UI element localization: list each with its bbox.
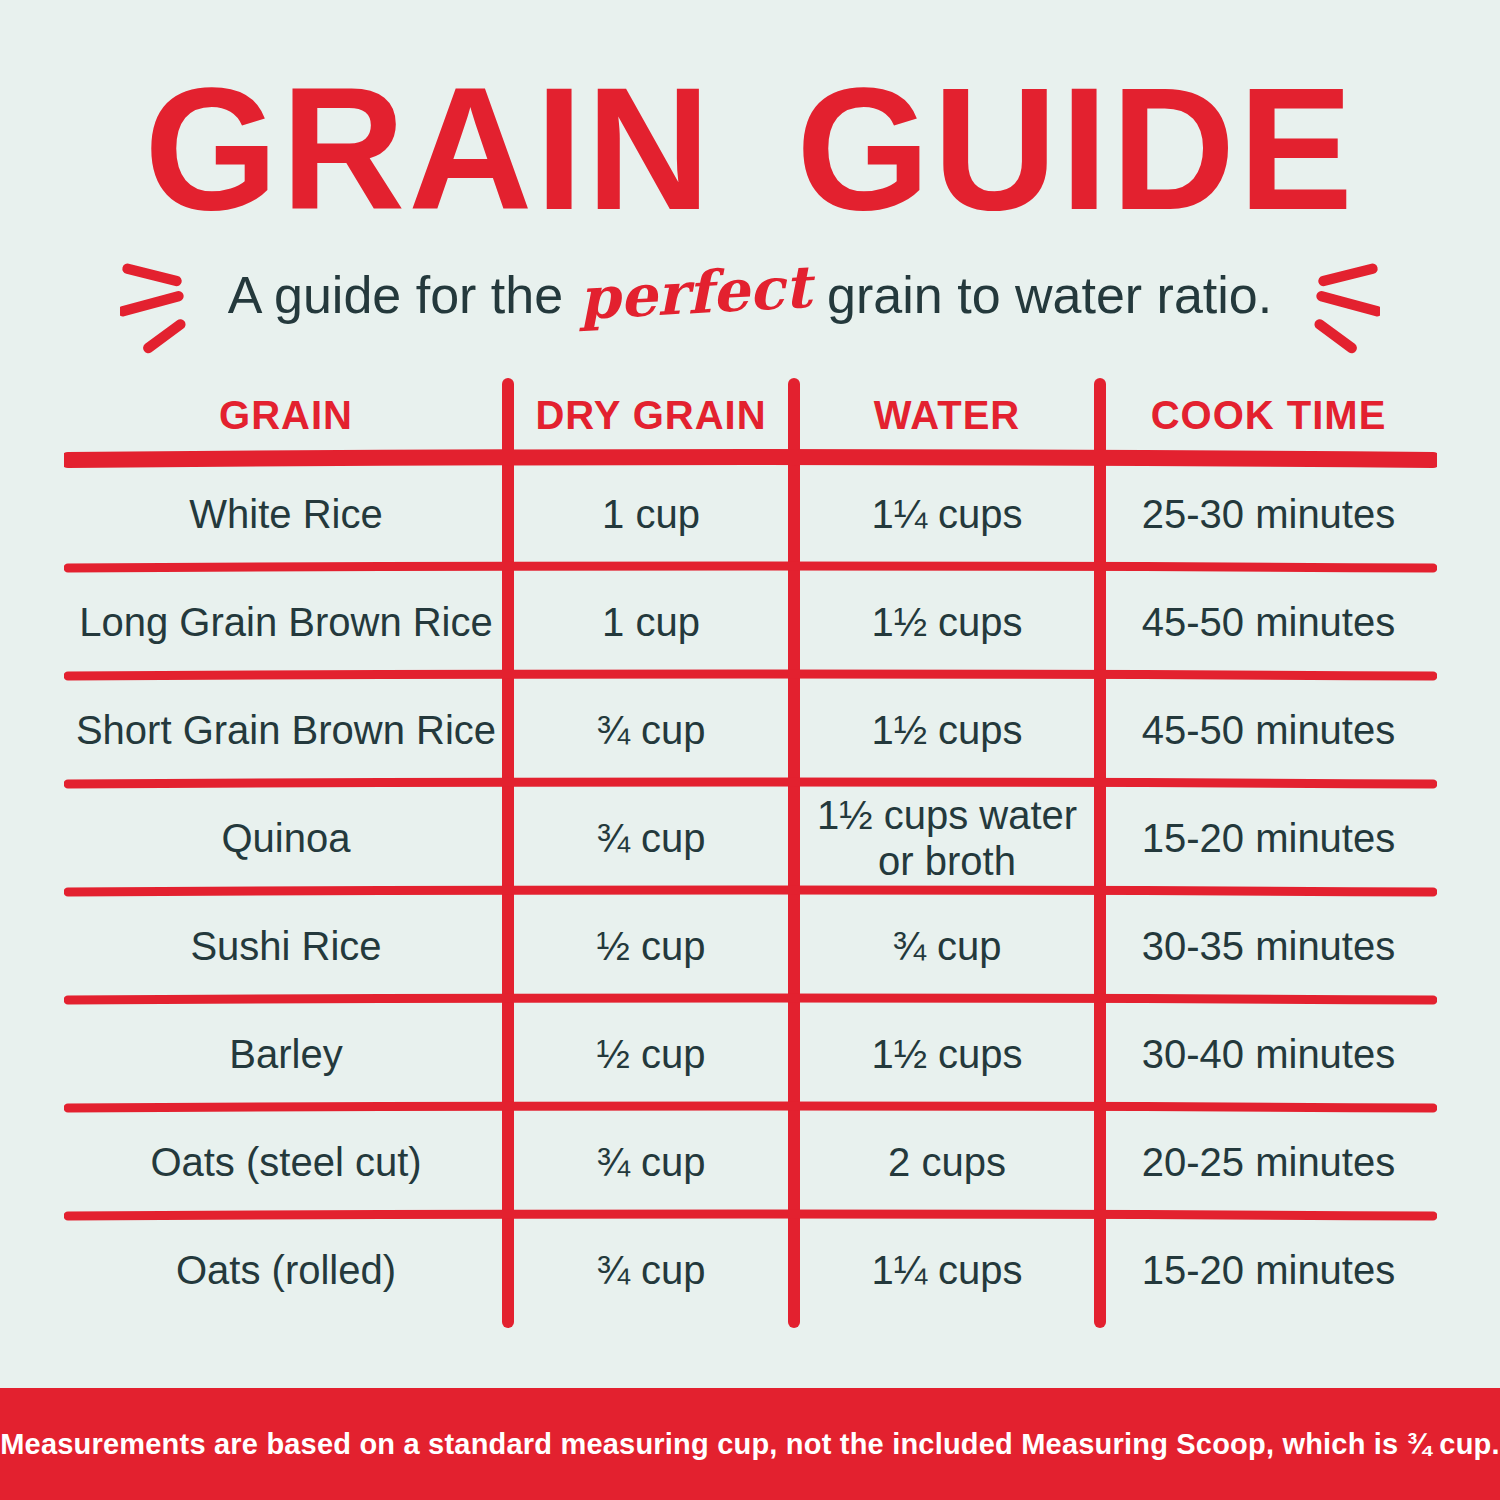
- cell-dry: ¾ cup: [508, 784, 794, 892]
- cell-dry: ¾ cup: [508, 676, 794, 784]
- column-header-dry-grain: DRY GRAIN: [508, 378, 794, 460]
- cell-water: 1½ cups: [794, 1000, 1100, 1108]
- column-header-cook-time: COOK TIME: [1100, 378, 1437, 460]
- page-title: GRAIN GUIDE: [0, 60, 1500, 235]
- footer-note: Measurements are based on a standard mea…: [0, 1428, 1500, 1461]
- table-grid: GRAIN DRY GRAIN WATER COOK TIME White Ri…: [64, 378, 1437, 1324]
- burst-lines-right-icon: [1314, 257, 1380, 357]
- cell-dry: ¾ cup: [508, 1108, 794, 1216]
- cell-grain: Quinoa: [64, 784, 508, 892]
- burst-lines-left-icon: [120, 257, 186, 357]
- cell-time: 25-30 minutes: [1100, 460, 1437, 568]
- cell-time: 30-35 minutes: [1100, 892, 1437, 1000]
- cell-grain: Sushi Rice: [64, 892, 508, 1000]
- cell-grain: White Rice: [64, 460, 508, 568]
- cell-dry: ¾ cup: [508, 1216, 794, 1324]
- cell-water: ¾ cup: [794, 892, 1100, 1000]
- cell-water: 1½ cups: [794, 676, 1100, 784]
- footer-banner: Measurements are based on a standard mea…: [0, 1388, 1500, 1500]
- grain-guide-infographic: GRAIN GUIDE A guide for the perfect grai…: [0, 0, 1500, 1500]
- cell-water: 2 cups: [794, 1108, 1100, 1216]
- column-header-grain: GRAIN: [64, 378, 508, 460]
- cell-time: 15-20 minutes: [1100, 1216, 1437, 1324]
- cell-time: 45-50 minutes: [1100, 568, 1437, 676]
- subtitle-row: A guide for the perfect grain to water r…: [0, 243, 1500, 343]
- cell-dry: 1 cup: [508, 568, 794, 676]
- grain-table: GRAIN DRY GRAIN WATER COOK TIME White Ri…: [64, 378, 1437, 1330]
- column-header-water: WATER: [794, 378, 1100, 460]
- cell-grain: Short Grain Brown Rice: [64, 676, 508, 784]
- cell-grain: Oats (steel cut): [64, 1108, 508, 1216]
- subtitle-highlight: perfect: [578, 253, 813, 333]
- subtitle: A guide for the perfect grain to water r…: [228, 259, 1272, 327]
- cell-time: 45-50 minutes: [1100, 676, 1437, 784]
- cell-time: 15-20 minutes: [1100, 784, 1437, 892]
- cell-water: 1½ cups: [794, 568, 1100, 676]
- cell-water: 1½ cups water or broth: [794, 784, 1100, 892]
- cell-grain: Barley: [64, 1000, 508, 1108]
- cell-time: 20-25 minutes: [1100, 1108, 1437, 1216]
- cell-dry: ½ cup: [508, 1000, 794, 1108]
- cell-water: 1¼ cups: [794, 460, 1100, 568]
- cell-grain: Long Grain Brown Rice: [64, 568, 508, 676]
- cell-grain: Oats (rolled): [64, 1216, 508, 1324]
- subtitle-suffix: grain to water ratio.: [827, 265, 1272, 325]
- cell-dry: ½ cup: [508, 892, 794, 1000]
- subtitle-prefix: A guide for the: [228, 265, 563, 325]
- cell-water: 1¼ cups: [794, 1216, 1100, 1324]
- cell-dry: 1 cup: [508, 460, 794, 568]
- cell-time: 30-40 minutes: [1100, 1000, 1437, 1108]
